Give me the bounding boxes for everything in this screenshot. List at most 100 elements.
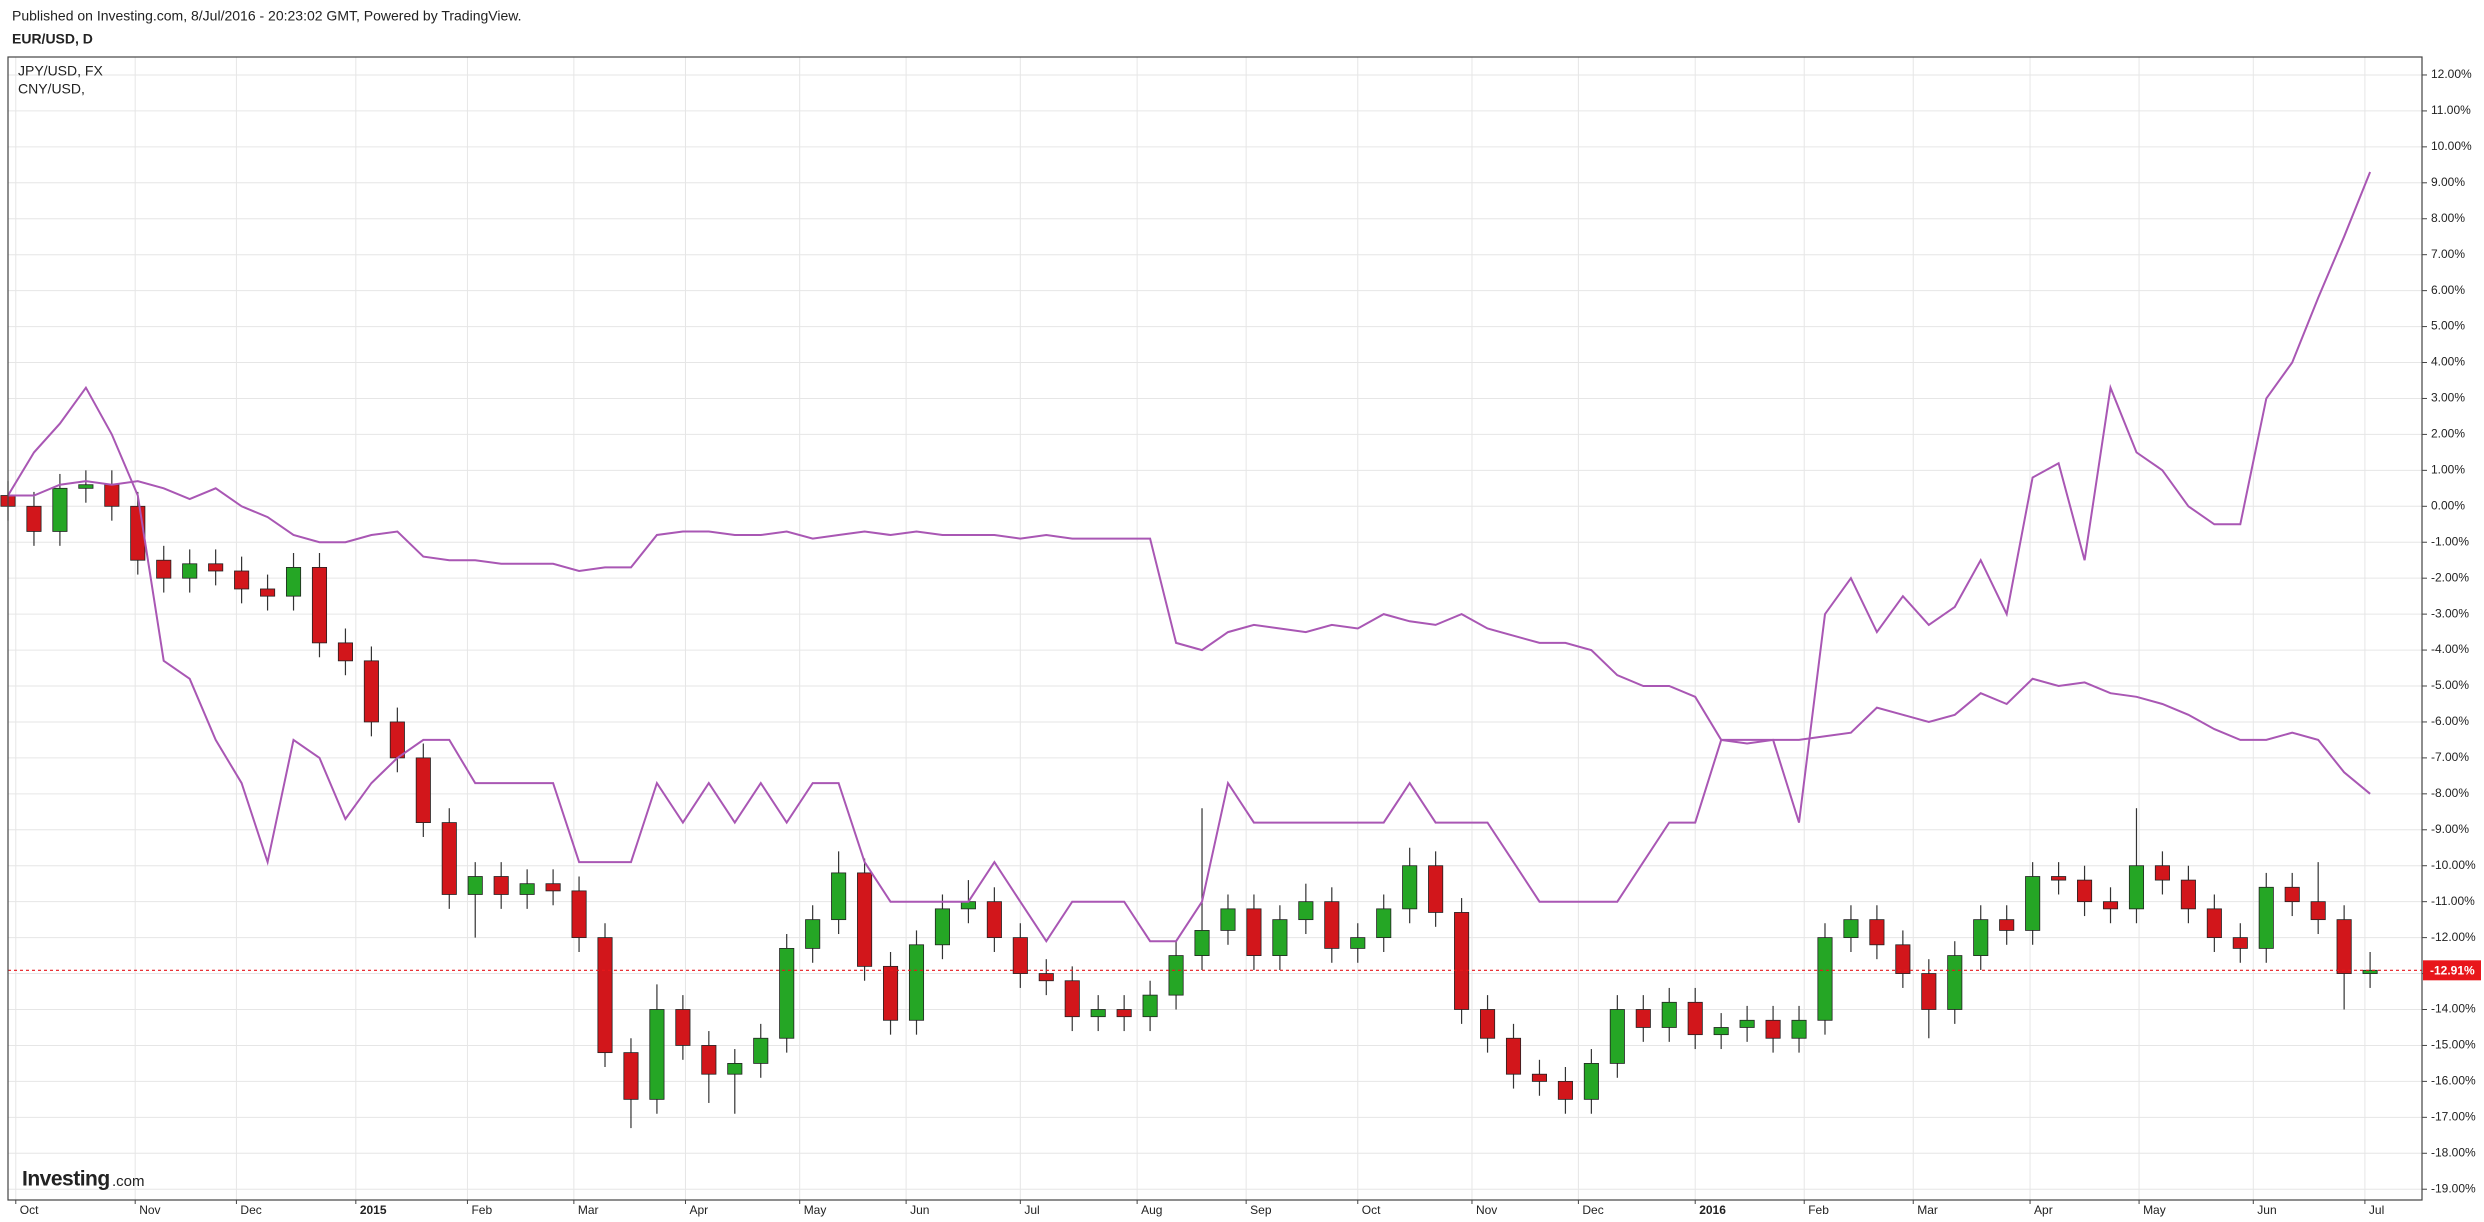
candle-body bbox=[156, 559, 172, 579]
candle-body bbox=[1038, 973, 1054, 982]
candle-body bbox=[389, 721, 405, 759]
candle-body bbox=[1402, 865, 1418, 910]
candle-body bbox=[1635, 1009, 1651, 1028]
y-tick-label: -3.00% bbox=[2431, 606, 2469, 620]
candle-body bbox=[1012, 937, 1028, 974]
y-tick-label: 1.00% bbox=[2431, 463, 2465, 477]
x-tick-label: Oct bbox=[1362, 1203, 1381, 1217]
candle-body bbox=[1895, 944, 1911, 974]
candle-body bbox=[1557, 1080, 1573, 1100]
y-tick-label: -9.00% bbox=[2431, 822, 2469, 836]
candle-body bbox=[1921, 973, 1937, 1010]
candle-body bbox=[779, 947, 795, 1039]
comparison-line bbox=[7, 171, 2372, 944]
candle-body bbox=[1947, 955, 1963, 1010]
candle-body bbox=[753, 1037, 769, 1064]
candle-body bbox=[1220, 908, 1236, 931]
candle-body bbox=[1817, 937, 1833, 1021]
x-tick-label: Feb bbox=[471, 1203, 492, 1217]
candle-body bbox=[831, 872, 847, 921]
candle-body bbox=[1142, 994, 1158, 1018]
x-tick-label: Apr bbox=[2034, 1203, 2053, 1217]
comparison-line bbox=[8, 480, 2371, 795]
last-price-box bbox=[2423, 960, 2481, 981]
candle-body bbox=[986, 901, 1002, 939]
legend-entry: CNY/USD, bbox=[18, 81, 85, 97]
candle-body bbox=[1324, 901, 1340, 949]
candle-body bbox=[104, 484, 120, 507]
candle-body bbox=[571, 890, 587, 939]
y-tick-label: 2.00% bbox=[2431, 427, 2465, 441]
candle-body bbox=[1298, 901, 1314, 921]
y-tick-label: 9.00% bbox=[2431, 175, 2465, 189]
candle-body bbox=[1246, 908, 1262, 956]
candle-body bbox=[1791, 1019, 1807, 1039]
candle-body bbox=[1609, 1009, 1625, 1064]
y-tick-label: -17.00% bbox=[2431, 1110, 2476, 1124]
candle-body bbox=[1713, 1027, 1729, 1036]
candle-body bbox=[234, 570, 250, 590]
candle-body bbox=[1531, 1073, 1548, 1082]
y-tick-label: -11.00% bbox=[2431, 894, 2475, 908]
candle-body bbox=[1765, 1019, 1781, 1039]
y-tick-label: 3.00% bbox=[2431, 391, 2465, 405]
candle-body bbox=[519, 883, 535, 895]
y-tick-label: -8.00% bbox=[2431, 786, 2469, 800]
candle-body bbox=[182, 563, 198, 579]
candle-body bbox=[260, 588, 276, 597]
candle-body bbox=[78, 484, 94, 489]
candle-body bbox=[701, 1045, 717, 1075]
candle-body bbox=[2362, 969, 2378, 974]
candle-body bbox=[26, 505, 42, 532]
candle-body bbox=[1376, 908, 1392, 939]
x-tick-label: 2015 bbox=[360, 1203, 387, 1217]
x-tick-label: Dec bbox=[1582, 1203, 1603, 1217]
y-tick-label: -19.00% bbox=[2431, 1181, 2476, 1195]
candle-body bbox=[337, 642, 353, 662]
y-tick-label: -16.00% bbox=[2431, 1074, 2476, 1088]
candle-body bbox=[2102, 901, 2119, 910]
candle-body bbox=[2206, 908, 2222, 939]
y-tick-label: -18.00% bbox=[2431, 1145, 2476, 1159]
candle-body bbox=[1583, 1063, 1599, 1100]
candle-body bbox=[545, 883, 561, 892]
candle-body bbox=[1480, 1009, 1496, 1039]
x-tick-label: Oct bbox=[20, 1203, 39, 1217]
candle-body bbox=[960, 901, 976, 910]
candle-body bbox=[52, 487, 68, 532]
candle-body bbox=[2025, 876, 2041, 931]
axes: Oct Nov Dec 2015 Feb Mar Apr May Jun Jul Aug Sep Oct… bbox=[15, 63, 2481, 1217]
candle-body bbox=[1505, 1037, 1522, 1075]
y-tick-label: 6.00% bbox=[2431, 283, 2465, 297]
y-tick-label: 10.00% bbox=[2431, 139, 2472, 153]
candle-body bbox=[1661, 1001, 1677, 1028]
candle-body bbox=[363, 660, 379, 723]
candle-body bbox=[1116, 1009, 1132, 1018]
candle-body bbox=[1194, 930, 1210, 956]
y-tick-label: 8.00% bbox=[2431, 211, 2465, 225]
x-tick-label: Jul bbox=[2369, 1203, 2384, 1217]
candle-body bbox=[2128, 865, 2145, 910]
y-tick-label: -2.00% bbox=[2431, 570, 2469, 584]
candle-body bbox=[649, 1009, 665, 1100]
candle-body bbox=[2077, 879, 2093, 903]
y-tick-label: -15.00% bbox=[2431, 1038, 2476, 1052]
candle-body bbox=[2232, 937, 2248, 949]
candle-body bbox=[493, 876, 509, 895]
candle-body bbox=[1739, 1019, 1755, 1028]
candle-body bbox=[597, 937, 613, 1054]
x-tick-label: Dec bbox=[240, 1203, 261, 1217]
x-tick-label: Mar bbox=[578, 1203, 599, 1217]
published-note: Published on Investing.com, 8/Jul/2016 -… bbox=[12, 8, 521, 24]
y-tick-label: -5.00% bbox=[2431, 678, 2469, 692]
x-tick-label: May bbox=[2143, 1203, 2166, 1217]
candle-body bbox=[2284, 886, 2300, 903]
y-tick-label: 4.00% bbox=[2431, 355, 2465, 369]
y-tick-label: 11.00% bbox=[2431, 103, 2471, 117]
y-tick-label: 7.00% bbox=[2431, 247, 2465, 261]
y-tick-label: -10.00% bbox=[2431, 858, 2476, 872]
y-tick-label: 12.00% bbox=[2431, 67, 2472, 81]
candle-body bbox=[727, 1063, 743, 1075]
x-tick-label: Jul bbox=[1024, 1203, 1039, 1217]
